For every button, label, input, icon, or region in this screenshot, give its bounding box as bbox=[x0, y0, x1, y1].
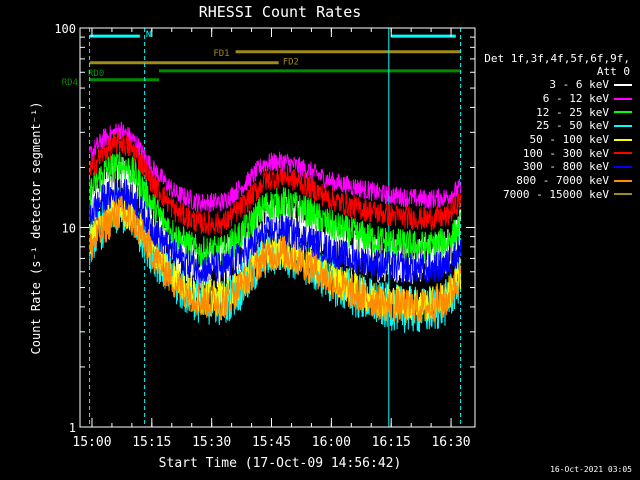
legend-entries: 3 - 6 keV 6 - 12 keV 12 - 25 keV 25 - 50 ke… bbox=[476, 78, 636, 201]
mode-label-fd2: FD2 bbox=[283, 58, 299, 68]
legend-entry-label: 100 - 300 keV bbox=[522, 146, 609, 160]
legend-entry-label: 7000 - 15000 keV bbox=[503, 187, 609, 201]
x-tick-label: 16:00 bbox=[312, 435, 351, 450]
legend-entry: 300 - 800 keV bbox=[476, 160, 636, 174]
x-tick-label: 15:45 bbox=[252, 435, 291, 450]
y-tick-label: 1 bbox=[69, 421, 76, 435]
chart-title: RHESSI Count Rates bbox=[199, 3, 362, 21]
legend-entry: 25 - 50 keV bbox=[476, 119, 636, 133]
legend: Det 1f,3f,4f,5f,6f,9f, Att 0 3 - 6 keV 6 … bbox=[476, 52, 636, 201]
legend-entry-label: 300 - 800 keV bbox=[522, 160, 609, 174]
legend-swatch bbox=[614, 193, 632, 196]
legend-entry: 3 - 6 keV bbox=[476, 78, 636, 92]
legend-swatch bbox=[614, 179, 632, 182]
legend-entry: 6 - 12 keV bbox=[476, 92, 636, 106]
legend-entry-label: 800 - 7000 keV bbox=[516, 174, 609, 188]
legend-entry-label: 12 - 25 keV bbox=[536, 105, 609, 119]
legend-swatch bbox=[614, 83, 632, 86]
legend-detector-line: Det 1f,3f,4f,5f,6f,9f, bbox=[484, 52, 630, 65]
legend-swatch bbox=[614, 97, 632, 100]
x-tick-label: 15:00 bbox=[72, 435, 111, 450]
y-tick-label: 10 bbox=[62, 222, 76, 236]
y-axis-label: Count Rate (s⁻¹ detector segment⁻¹) bbox=[29, 102, 43, 355]
legend-entry: 50 - 100 keV bbox=[476, 133, 636, 147]
x-tick-label: 16:30 bbox=[431, 435, 470, 450]
y-tick-label: 100 bbox=[54, 22, 76, 36]
legend-entry: 7000 - 15000 keV bbox=[476, 188, 636, 202]
mode-bars: N FD1 FD2 RD0 RD4 bbox=[62, 30, 461, 88]
mode-label-rd0: RD0 bbox=[88, 69, 104, 79]
legend-entry-label: 50 - 100 keV bbox=[529, 133, 609, 147]
legend-swatch bbox=[614, 138, 632, 141]
series-line-2 bbox=[89, 150, 462, 269]
legend-swatch bbox=[614, 165, 632, 168]
legend-entry-label: 3 - 6 keV bbox=[549, 78, 609, 92]
legend-swatch bbox=[614, 124, 632, 127]
series-line-7 bbox=[89, 195, 462, 325]
x-tick-label: 15:30 bbox=[192, 435, 231, 450]
series-group bbox=[89, 121, 462, 333]
legend-entry: 800 - 7000 keV bbox=[476, 174, 636, 188]
timestamp: 16-Oct-2021 03:05 bbox=[550, 465, 632, 474]
series-line-1 bbox=[89, 121, 462, 213]
legend-entry: 100 - 300 keV bbox=[476, 146, 636, 160]
legend-swatch bbox=[614, 152, 632, 155]
series-line-6 bbox=[89, 178, 462, 284]
legend-swatch bbox=[614, 111, 632, 114]
mode-label-n: N bbox=[146, 30, 151, 40]
x-tick-label: 16:15 bbox=[372, 435, 411, 450]
legend-entry-label: 25 - 50 keV bbox=[536, 119, 609, 133]
axes: 1 10 100 15:00 15:15 15:30 15:45 16:00 16:15 16:3… bbox=[54, 22, 476, 450]
mode-label-fd1: FD1 bbox=[213, 49, 229, 59]
series-line-5 bbox=[89, 131, 462, 237]
legend-entry-label: 6 - 12 keV bbox=[542, 92, 609, 106]
x-axis-label: Start Time (17-Oct-09 14:56:42) bbox=[159, 456, 402, 471]
legend-entry: 12 - 25 keV bbox=[476, 105, 636, 119]
legend-attenuator-line: Att 0 bbox=[596, 65, 630, 78]
mode-label-rd4: RD4 bbox=[62, 78, 78, 88]
x-tick-label: 15:15 bbox=[132, 435, 171, 450]
